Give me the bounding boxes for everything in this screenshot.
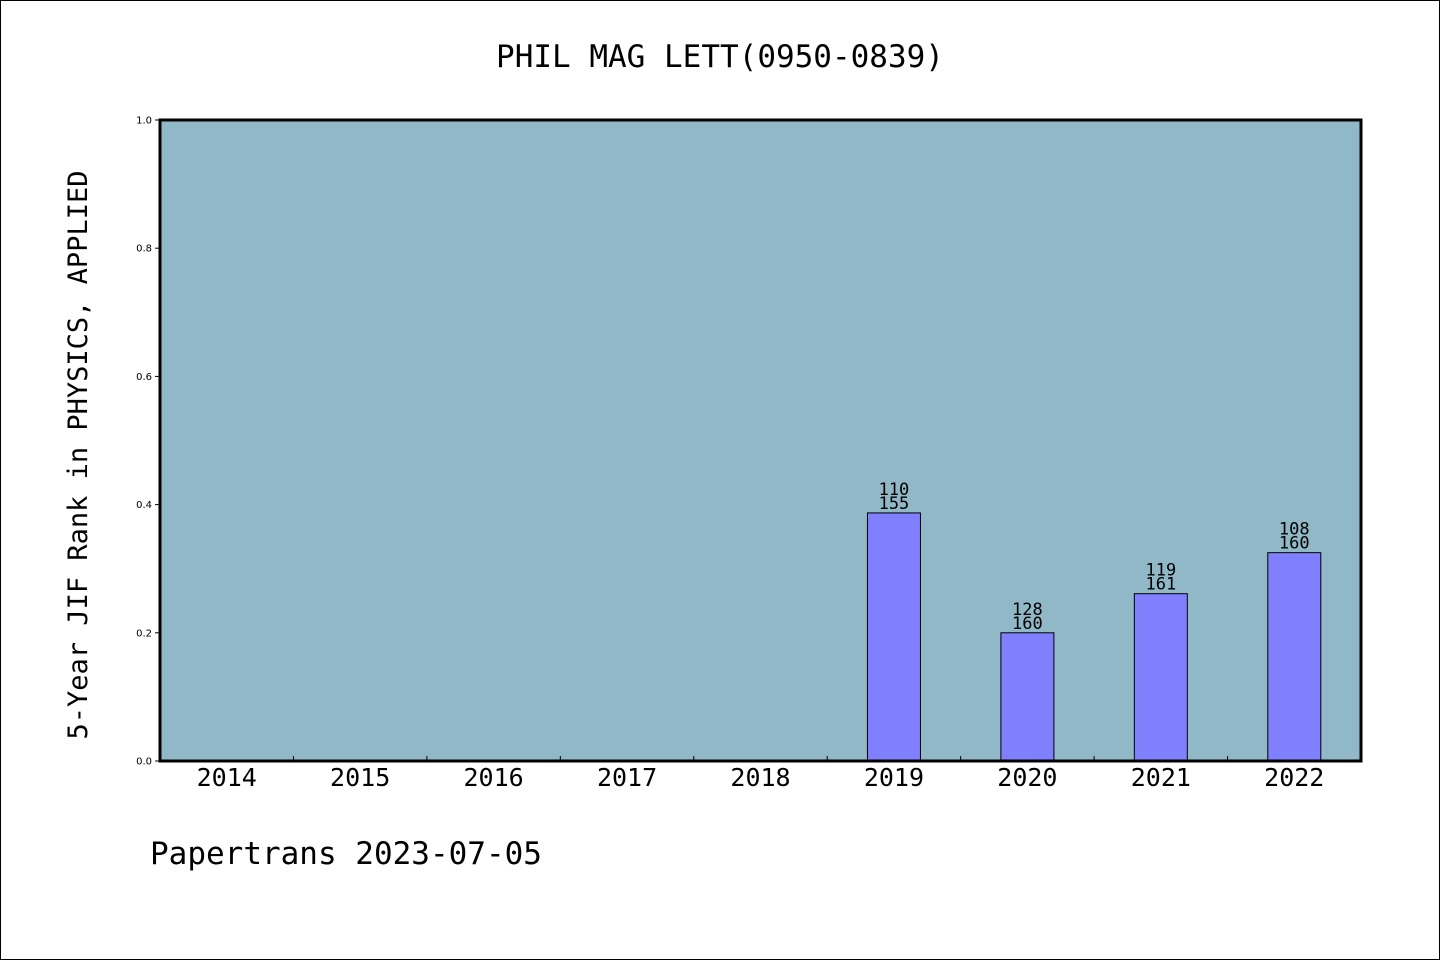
bar-total-label: 160 [1279, 534, 1310, 554]
x-tick-label: 2019 [864, 763, 924, 792]
bar-rank-label: 110 [879, 480, 910, 500]
y-tick-label: 1.0 [136, 116, 152, 127]
bar-rank-label: 119 [1145, 561, 1176, 581]
plot-border [158, 118, 1363, 763]
x-axis-labels: 2014 2015 2016 2017 2018 2019 2020 2021 2022 [197, 763, 1325, 792]
x-tick-label: 2017 [597, 763, 657, 792]
x-tick-label: 2015 [330, 763, 390, 792]
y-tick-label: 0.8 [136, 244, 152, 255]
y-axis-labels: 0.0 0.2 0.4 0.6 0.8 1.0 [136, 116, 152, 768]
y-tick-label: 0.2 [136, 628, 152, 639]
bar-2021 [1133, 593, 1188, 762]
chart-title: PHIL MAG LETT(0950-0839) [496, 39, 944, 75]
bar-2022 [1267, 552, 1322, 762]
footer-text: Papertrans 2023-07-05 [150, 836, 542, 872]
y-axis-label: 5-Year JIF Rank in PHYSICS, APPLIED [63, 171, 94, 740]
bar-total-label: 160 [1012, 614, 1043, 634]
x-tick-label: 2014 [197, 763, 257, 792]
x-tick-label: 2018 [730, 763, 790, 792]
x-tick-label: 2021 [1131, 763, 1191, 792]
y-tick-label: 0.4 [136, 500, 152, 511]
bar-2019 [866, 512, 921, 762]
x-tick-label: 2020 [997, 763, 1057, 792]
bars [866, 512, 1322, 762]
x-tick-label: 2022 [1264, 763, 1324, 792]
bar-rank-label: 128 [1012, 600, 1043, 620]
y-tick-label: 0.0 [136, 757, 152, 768]
bar-total-label: 155 [879, 494, 910, 514]
bar-rank-label: 108 [1279, 520, 1310, 540]
bar-2020 [1000, 632, 1055, 762]
x-tick-label: 2016 [464, 763, 524, 792]
bar-total-label: 161 [1145, 575, 1176, 595]
y-tick-label: 0.6 [136, 372, 152, 383]
